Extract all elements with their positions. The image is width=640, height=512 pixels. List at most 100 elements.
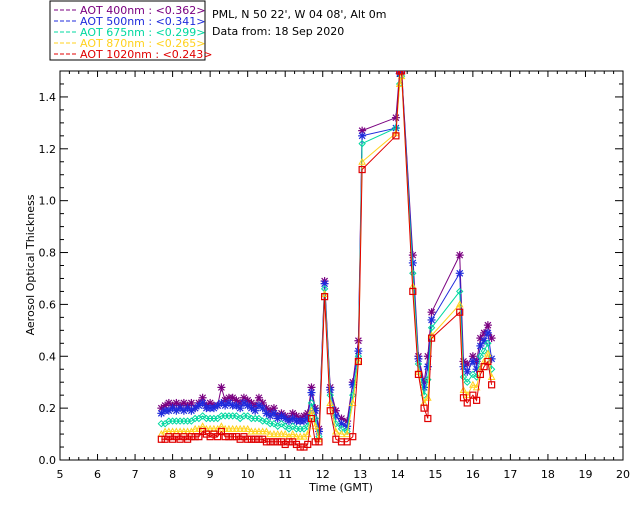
data-point xyxy=(469,380,477,388)
data-point xyxy=(217,427,225,436)
data-point xyxy=(354,357,362,366)
data-point xyxy=(307,414,316,423)
star-stroke xyxy=(244,402,252,409)
data-point xyxy=(423,393,432,401)
data-point xyxy=(476,370,484,379)
data-point xyxy=(409,269,417,277)
x-tick-label: 13 xyxy=(353,468,367,481)
star-stroke xyxy=(463,368,471,376)
data-point xyxy=(285,438,293,446)
y-tick-label: 0.0 xyxy=(39,454,57,467)
series-5 xyxy=(157,71,496,451)
series-4 xyxy=(157,72,496,443)
series-line xyxy=(161,71,493,429)
x-tick-label: 8 xyxy=(169,468,176,481)
data-point xyxy=(484,357,492,366)
x-tick-label: 6 xyxy=(94,468,101,481)
y-tick-label: 1.4 xyxy=(39,91,57,104)
data-point xyxy=(266,438,274,446)
data-point xyxy=(468,352,477,361)
y-tick-label: 0.2 xyxy=(39,402,57,415)
info-location: PML, N 50 22', W 04 08', Alt 0m xyxy=(212,8,386,21)
data-point xyxy=(358,131,367,140)
star-stroke xyxy=(358,127,366,135)
data-point xyxy=(337,430,346,438)
data-point xyxy=(281,422,289,430)
star-stroke xyxy=(400,71,405,75)
data-point xyxy=(296,443,304,451)
data-point xyxy=(262,417,271,425)
x-tick-label: 20 xyxy=(616,468,630,481)
data-point xyxy=(455,269,464,278)
star-stroke xyxy=(270,404,278,412)
x-tick-label: 10 xyxy=(241,468,255,481)
data-point xyxy=(247,435,256,443)
data-point xyxy=(463,367,472,376)
data-point xyxy=(456,287,464,296)
data-point xyxy=(476,341,485,350)
star-stroke xyxy=(428,316,436,324)
star-stroke xyxy=(409,259,417,267)
data-point xyxy=(463,378,471,386)
data-point xyxy=(251,435,259,443)
data-point xyxy=(304,422,312,430)
x-tick-label: 16 xyxy=(466,468,480,481)
data-point xyxy=(183,427,192,435)
data-point xyxy=(358,126,367,135)
star-stroke xyxy=(263,409,270,417)
data-point xyxy=(157,435,165,443)
data-point xyxy=(232,424,241,432)
series-line xyxy=(161,71,493,448)
star-stroke xyxy=(278,412,285,420)
data-point xyxy=(270,438,278,446)
data-point xyxy=(277,430,286,438)
data-point xyxy=(488,381,496,389)
data-point xyxy=(255,435,263,443)
data-point xyxy=(247,427,256,435)
star-stroke xyxy=(184,404,192,412)
data-point xyxy=(255,414,263,423)
star-stroke xyxy=(165,399,173,407)
data-point xyxy=(307,406,316,414)
data-point xyxy=(254,393,263,402)
data-point xyxy=(198,412,207,420)
y-tick-label: 1.0 xyxy=(39,195,57,208)
data-point xyxy=(469,370,477,379)
data-point xyxy=(343,438,351,446)
data-point xyxy=(424,414,432,423)
data-point xyxy=(311,438,319,446)
data-point xyxy=(420,404,428,412)
data-point xyxy=(187,398,196,407)
series-2 xyxy=(157,71,496,436)
star-stroke xyxy=(488,355,496,363)
data-point xyxy=(273,430,282,438)
star-stroke xyxy=(476,342,484,350)
data-point xyxy=(255,427,263,435)
legend-label: AOT 1020nm : <0.243> xyxy=(80,48,213,61)
data-point xyxy=(236,404,245,413)
data-point xyxy=(468,357,477,366)
star-stroke xyxy=(476,334,484,342)
star-stroke xyxy=(172,399,180,407)
star-stroke xyxy=(488,334,496,342)
star-stroke xyxy=(456,269,464,277)
star-stroke xyxy=(259,404,267,412)
data-point xyxy=(240,424,248,432)
y-tick-label: 1.2 xyxy=(39,143,57,156)
star-stroke xyxy=(332,412,340,420)
data-point xyxy=(195,433,203,441)
data-point xyxy=(311,422,320,430)
x-tick-label: 5 xyxy=(57,468,64,481)
data-point xyxy=(243,412,252,420)
series-3 xyxy=(157,72,496,441)
data-point xyxy=(251,406,260,415)
data-point xyxy=(217,383,226,392)
data-point xyxy=(349,391,357,399)
star-stroke xyxy=(321,280,329,288)
data-point xyxy=(307,399,316,407)
star-stroke xyxy=(180,399,188,407)
data-point xyxy=(262,438,271,446)
data-point xyxy=(225,433,233,441)
data-point xyxy=(277,419,286,428)
